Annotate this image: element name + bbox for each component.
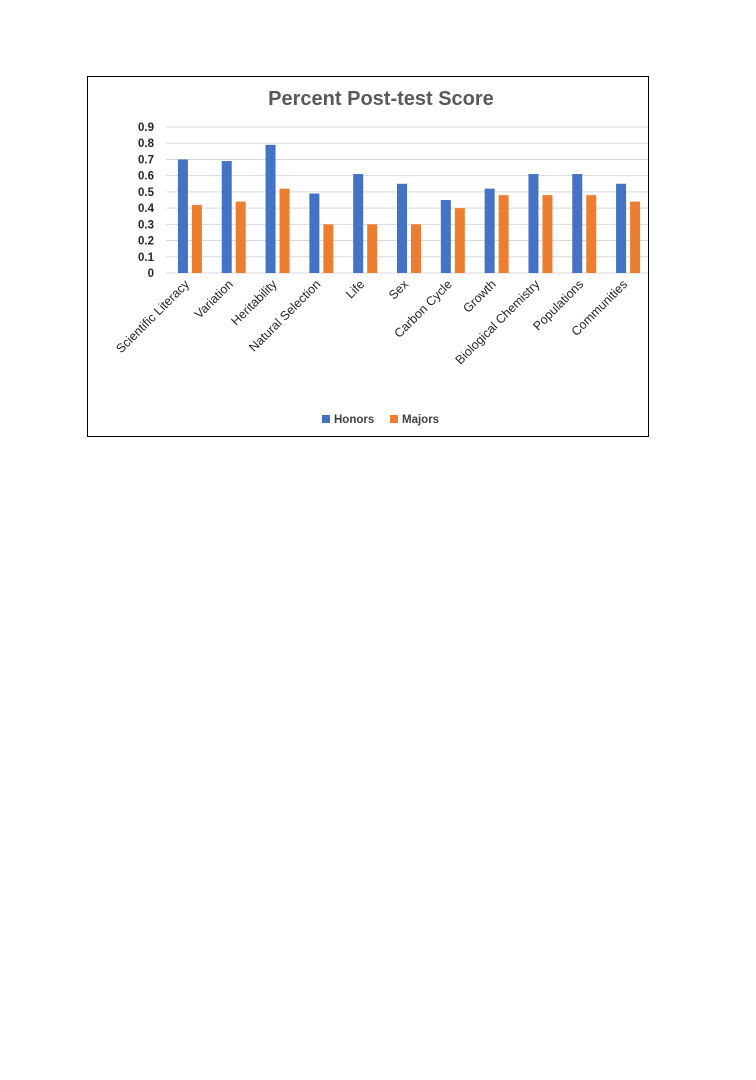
y-tick-label: 0.3: [138, 219, 154, 231]
bar-majors: [411, 224, 421, 273]
y-tick-label: 0.7: [138, 154, 154, 166]
x-category-label: Sex: [386, 277, 412, 303]
bar-majors: [191, 204, 202, 273]
bar-majors: [279, 188, 290, 273]
bar-majors: [586, 195, 597, 273]
y-tick-label: 0.8: [138, 138, 155, 150]
bar-majors: [630, 201, 641, 273]
bar-honors: [616, 183, 627, 273]
legend-label-majors: Majors: [402, 414, 439, 426]
x-category-label: Life: [343, 277, 367, 301]
chart-title: Percent Post-test Score: [268, 88, 494, 110]
x-category-label: Biological Chemistry: [453, 277, 543, 367]
bar-honors: [572, 174, 583, 273]
y-tick-label: 0.2: [138, 236, 154, 248]
chart-frame: Percent Post-test Score 0 0.1 0.2 0.3 0.4 0.5…: [87, 76, 649, 437]
bar-majors: [542, 195, 553, 273]
legend-label-honors: Honors: [334, 414, 374, 426]
y-tick-label: 0.9: [138, 122, 154, 134]
bar-majors: [498, 195, 509, 273]
legend-swatch-honors: [322, 415, 330, 423]
x-axis-category-labels: Scientific Literacy VariationHeritability…: [113, 277, 630, 367]
bar-majors: [367, 224, 378, 273]
x-category-label: Variation: [192, 277, 236, 321]
y-tick-label: 0: [148, 268, 154, 280]
legend: Honors Majors: [322, 414, 439, 426]
y-tick-label: 0.5: [138, 187, 155, 199]
y-tick-label: 0.6: [138, 171, 154, 183]
bar-majors: [323, 224, 334, 273]
bar-honors: [265, 144, 276, 273]
bar-majors: [235, 201, 246, 273]
bar-honors: [221, 161, 232, 273]
x-category-label: Scientific Literacy: [113, 277, 192, 356]
bar-chart: Percent Post-test Score 0 0.1 0.2 0.3 0.4 0.5…: [113, 88, 648, 426]
y-axis-tick-labels: 0 0.1 0.2 0.3 0.4 0.5 0.6 0.7 0.8 0.9: [138, 122, 155, 280]
x-category-label: Growth: [460, 277, 498, 315]
bar-honors: [440, 200, 451, 273]
bars: [177, 144, 641, 273]
bar-honors: [484, 188, 495, 273]
bar-honors: [397, 183, 407, 273]
bar-majors: [454, 208, 465, 273]
legend-swatch-majors: [390, 415, 398, 423]
bar-honors: [309, 193, 320, 273]
bar-honors: [353, 174, 364, 273]
bar-honors: [177, 159, 188, 273]
bar-honors: [528, 174, 539, 273]
y-tick-label: 0.4: [138, 203, 155, 215]
y-tick-label: 0.1: [138, 252, 155, 264]
